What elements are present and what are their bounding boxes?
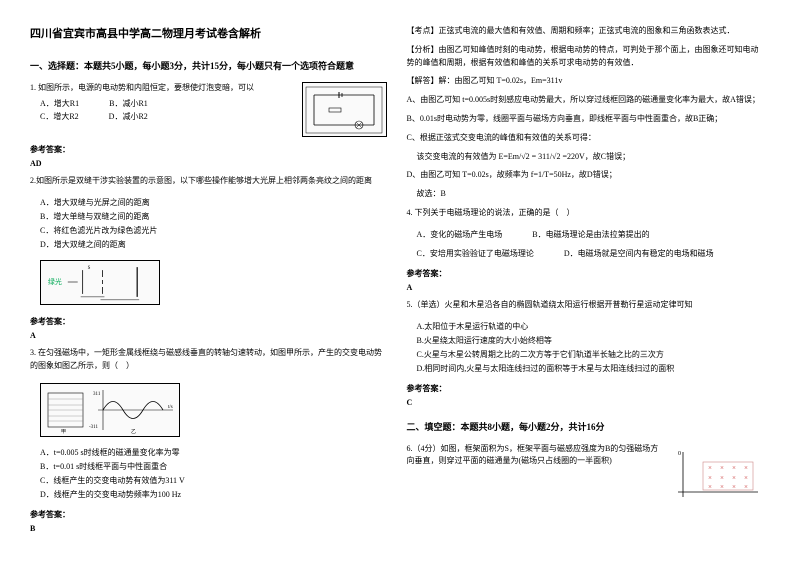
q4-text: 4. 下列关于电磁场理论的说法，正确的是（ ） (407, 207, 764, 220)
document-title: 四川省宜宾市高县中学高二物理月考试卷含解析 (30, 25, 387, 41)
left-column: 四川省宜宾市高县中学高二物理月考试卷含解析 一、选择题：本题共5小题，每小题3分… (30, 25, 387, 536)
q3-optC: C．线框产生的交变电动势有效值为311 V (40, 475, 387, 486)
q4-answer-label: 参考答案： (407, 268, 764, 279)
q3-answer-label: 参考答案： (30, 509, 387, 520)
svg-text:×: × (720, 474, 724, 482)
svg-text:×: × (732, 474, 736, 482)
q4-optD: D．电磁场就是空间内有稳定的电场和磁场 (564, 248, 714, 259)
q6-text: 6.（4分）如图，框架面积为S，框架平面与磁感应强度为B的匀强磁场方向垂直，则穿… (407, 443, 666, 499)
q3-text: 3. 在匀强磁场中，一矩形金属线框绕与磁感线垂直的转轴匀速转动，如图甲所示，产生… (30, 347, 387, 373)
svg-text:甲: 甲 (61, 429, 66, 435)
q4-optC: C．安培用实验验证了电磁场理论 (417, 248, 534, 259)
svg-text:S: S (88, 266, 91, 271)
q1-text: 1. 如图所示，电源的电动势和内阻恒定，要想使灯泡变暗，可以 (30, 82, 292, 95)
question-6-row: 6.（4分）如图，框架面积为S，框架平面与磁感应强度为B的匀强磁场方向垂直，则穿… (407, 443, 764, 502)
q2-text: 2.如图所示是双缝干涉实验装置的示意图，以下哪些操作能够增大光屏上相邻两条亮纹之… (30, 175, 387, 188)
q2-optA: A．增大双缝与光屏之间的距离 (40, 197, 387, 208)
svg-text:×: × (720, 464, 724, 472)
q4-answer: A (407, 283, 764, 292)
analysis-B: B、0.01s时电动势为零，线圈平面与磁场方向垂直，即线框平面与中性面重合，故B… (407, 113, 764, 126)
analysis-D: D、由图乙可知 T=0.02s，故频率为 f=1/T=50Hz，故D错误； (407, 169, 764, 182)
svg-text:乙: 乙 (131, 428, 136, 435)
q5-answer: C (407, 398, 764, 407)
q5-text: 5.（单选）火星和木星沿各自的椭圆轨道绕太阳运行根据开普勒行星运动定律可知 (407, 299, 764, 312)
q5-optB: B.火星绕太阳运行速度的大小始终相等 (417, 335, 764, 346)
question-1: 1. 如图所示，电源的电动势和内阻恒定，要想使灯泡变暗，可以 A．增大R1 B．… (30, 82, 387, 137)
q2-optC: C．将红色滤光片改为绿色滤光片 (40, 225, 387, 236)
q4-optB: B．电磁场理论是由法拉第提出的 (532, 229, 649, 240)
circuit-figure (302, 82, 387, 137)
svg-text:311: 311 (93, 392, 101, 397)
svg-text:t/s: t/s (168, 405, 173, 410)
right-column: 【考点】正弦式电流的最大值和有效值、周期和频率；正弦式电流的图象和三角函数表达式… (407, 25, 764, 536)
analysis-jieda: 【解答】解：由图乙可知 T=0.02s，Em=311v (407, 75, 764, 88)
q1-optD: D．减小R2 (109, 111, 148, 122)
waveform-figure: 甲 311 -311 乙 t/s (40, 383, 180, 437)
q1-optB: B．减小R1 (109, 98, 148, 109)
analysis-kaodian: 【考点】正弦式电流的最大值和有效值、周期和频率；正弦式电流的图象和三角函数表达式… (407, 25, 764, 38)
svg-text:×: × (708, 464, 712, 472)
q1-answer: AD (30, 159, 387, 168)
q2-optB: B．增大单缝与双缝之间的距离 (40, 211, 387, 222)
q1-answer-label: 参考答案： (30, 144, 387, 155)
analysis-conclusion: 故选：B (417, 188, 764, 201)
double-slit-figure: 绿光 S (40, 260, 160, 305)
q1-optC: C．增大R2 (40, 111, 79, 122)
q5-optC: C.火星与木星公转周期之比的二次方等于它们轨道半长轴之比的三次方 (417, 349, 764, 360)
q1-optA: A．增大R1 (40, 98, 79, 109)
svg-text:×: × (732, 464, 736, 472)
analysis-C: C、根据正弦式交变电流的峰值和有效值的关系可得： (407, 132, 764, 145)
analysis-fenxi: 【分析】由图乙可知峰值时刻的电动势，根据电动势的特点，可判处于那个面上，由图象还… (407, 44, 764, 70)
svg-text:×: × (732, 483, 736, 491)
section2-header: 二、填空题：本题共8小题，每小题2分，共计16分 (407, 420, 764, 433)
q5-answer-label: 参考答案： (407, 383, 764, 394)
q3-answer: B (30, 524, 387, 533)
svg-text:×: × (708, 474, 712, 482)
svg-text:0: 0 (678, 451, 681, 457)
q5-optD: D.相同时间内,火星与太阳连线扫过的面积等于木星与太阳连线扫过的面积 (417, 363, 764, 374)
svg-text:×: × (744, 474, 748, 482)
analysis-A: A、由图乙可知 t=0.005s时刻感应电动势最大，所以穿过线框回路的磁通量变化… (407, 94, 764, 107)
svg-text:绿光: 绿光 (48, 277, 62, 286)
q5-optA: A.太阳位于木星运行轨道的中心 (417, 321, 764, 332)
q3-optD: D．线框产生的交变电动势频率为100 Hz (40, 489, 387, 500)
q2-answer: A (30, 331, 387, 340)
q3-optA: A．t=0.005 s时线框的磁通量变化率为零 (40, 447, 387, 458)
svg-text:×: × (744, 483, 748, 491)
svg-text:-311: -311 (89, 425, 98, 430)
q2-optD: D．增大双缝之间的距离 (40, 239, 387, 250)
analysis-formula: 该交变电流的有效值为 E=Em/√2 = 311/√2 =220V，故C错误； (417, 151, 764, 164)
magnetic-field-figure: 0 ×××× ×××× ×××× (673, 447, 763, 502)
section1-header: 一、选择题：本题共5小题，每小题3分，共计15分，每小题只有一个选项符合题意 (30, 59, 387, 72)
svg-text:×: × (720, 483, 724, 491)
q3-optB: B．t=0.01 s时线框平面与中性面重合 (40, 461, 387, 472)
svg-text:×: × (744, 464, 748, 472)
q2-answer-label: 参考答案： (30, 316, 387, 327)
svg-text:×: × (708, 483, 712, 491)
q4-optA: A．变化的磁场产生电场 (417, 229, 503, 240)
